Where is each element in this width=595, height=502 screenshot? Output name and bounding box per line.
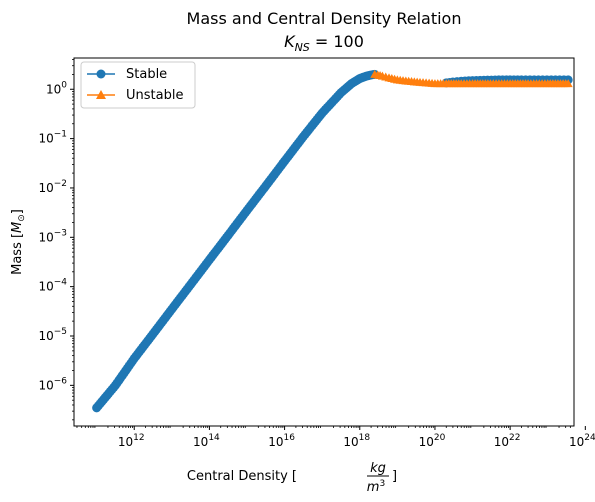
y-tick-label-base: 10 [38,378,53,392]
legend-swatch-unstable-marker [96,90,106,99]
y-tick-label: 10−5 [38,327,67,343]
x-tick-label: 1020 [419,433,446,449]
x-tick-label-exp: 12 [133,433,144,443]
x-tick-label-base: 10 [193,435,208,449]
x-tick-label: 1018 [343,433,370,449]
chart-subtitle-value: = 100 [310,32,364,51]
x-axis-label-prefix: Central Density [ [187,469,297,484]
x-tick-label-exp: 24 [584,433,595,443]
y-tick-label-base: 10 [38,181,53,195]
x-tick-label-base: 10 [569,435,584,449]
x-tick-label-exp: 20 [434,433,446,443]
legend-label-stable: Stable [126,67,167,82]
x-tick-label: 1012 [118,433,145,449]
y-tick-label-exp: −5 [54,327,67,337]
x-axis-label-suffix: ] [392,469,397,484]
x-axis-frac-den: m3 [367,479,385,495]
y-tick-label-exp: −1 [54,130,67,140]
y-tick-label-exp: −3 [54,228,67,238]
y-tick-label-exp: 0 [61,80,67,90]
x-axis-label: Central Density [ [187,469,297,484]
chart-subtitle-sub: NS [295,41,310,54]
minor-ticks [72,59,571,428]
y-axis-label-prefix: Mass [ [10,233,25,275]
y-axis-label: Mass [M⊙] [10,209,27,275]
legend-label-unstable: Unstable [126,88,183,103]
x-tick-label: 1016 [268,433,295,449]
y-axis-label-sub: ⊙ [17,214,27,222]
x-tick-label: 1022 [494,433,521,449]
y-tick-label-base: 10 [38,230,53,244]
y-axis-label-suffix: ] [10,209,25,214]
series-unstable [370,69,573,88]
x-tick-label-base: 10 [494,435,509,449]
y-tick-label: 10−3 [38,228,67,244]
x-tick-label-exp: 16 [284,433,296,443]
y-tick-label: 10−1 [38,130,67,146]
x-axis-ticks: 1012 1014 1016 1018 1020 1022 1024 [118,426,595,449]
series-stable-branch [92,69,380,413]
x-axis-fraction: kg m3 ] [367,461,397,495]
plot-area: 1012 1014 1016 1018 1020 1022 1024 10−610−510−… [38,57,595,449]
legend-item-stable: Stable [87,67,167,82]
x-axis-frac-num: kg [370,461,386,476]
series-unstable-point [563,79,573,88]
x-axis-frac-den-base: m [367,480,380,495]
x-tick-label-base: 10 [118,435,133,449]
chart-subtitle-k: K [284,32,296,51]
y-tick-label-exp: −6 [54,376,68,386]
y-tick-label-base: 10 [38,280,53,294]
x-tick-label-base: 10 [343,435,358,449]
x-axis-frac-den-exp: 3 [379,479,385,489]
chart-title: Mass and Central Density Relation [187,9,462,28]
x-tick-label-base: 10 [419,435,434,449]
y-axis-label-m: M [10,222,25,233]
y-tick-label-exp: −4 [54,278,68,288]
x-tick-label-exp: 18 [359,433,371,443]
y-tick-label: 10−4 [38,278,67,294]
x-tick-label-exp: 14 [208,433,220,443]
x-tick-label: 1014 [193,433,220,449]
series-layer [92,69,573,413]
y-tick-label: 10−6 [38,376,67,392]
legend-swatch-stable-marker [96,69,106,79]
y-tick-label-base: 10 [38,132,53,146]
y-tick-label-exp: −2 [54,179,67,189]
y-tick-label-base: 10 [46,82,61,96]
x-tick-label-base: 10 [268,435,283,449]
y-tick-label: 10−2 [38,179,67,195]
legend: Stable Unstable [80,61,196,109]
y-tick-label: 100 [46,80,67,96]
chart-subtitle: KNS = 100 [284,32,364,54]
y-tick-label-base: 10 [38,329,53,343]
x-tick-label-exp: 22 [509,433,520,443]
x-tick-label: 1024 [569,433,595,449]
legend-item-unstable: Unstable [87,88,183,103]
